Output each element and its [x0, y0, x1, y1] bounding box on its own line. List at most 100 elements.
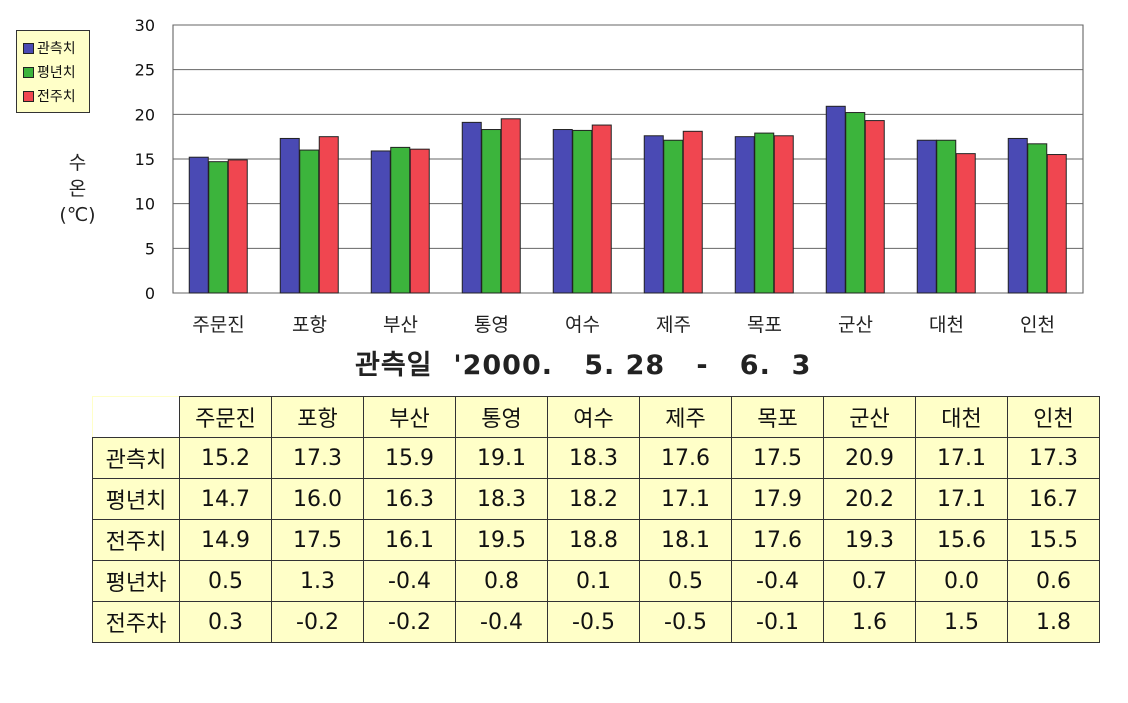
- y-tick-label: 15: [135, 150, 155, 169]
- bar-chart: 0 5 10 15 20 25 30 주문진 포항 부산 통영 여수 제주 목포 군산 대천 인천: [135, 16, 1084, 336]
- x-category-label: 포항: [292, 314, 327, 336]
- table-cell: 0.7: [823, 560, 916, 602]
- table-cell: 15.9: [363, 437, 456, 479]
- y-tick-label: 20: [135, 105, 155, 124]
- bar: [370, 150, 391, 294]
- table-cell: 15.5: [1007, 519, 1100, 561]
- x-category-label: 여수: [565, 314, 600, 336]
- bar: [682, 130, 703, 294]
- table-body: 관측치 15.2 17.3 15.9 19.1 18.3 17.6 17.5 20.9 17.1 1…: [92, 437, 1100, 643]
- bar: [188, 156, 209, 294]
- table-row: 전주치 14.9 17.5 16.1 19.5 18.8 18.1 17.6 19.3 15.6 1…: [92, 519, 1100, 561]
- table-cell: 16.7: [1007, 478, 1100, 520]
- bar: [845, 112, 866, 294]
- table-cell: 19.5: [455, 519, 548, 561]
- table-cell: 0.1: [547, 560, 640, 602]
- column-header: 통영: [455, 396, 548, 438]
- row-header: 평년차: [92, 560, 180, 602]
- table-cell: 0.6: [1007, 560, 1100, 602]
- table-cell: -0.5: [547, 601, 640, 643]
- column-header: 포항: [271, 396, 364, 438]
- table-cell: 1.6: [823, 601, 916, 643]
- row-header: 전주치: [92, 519, 180, 561]
- table-header-row: 주문진 포항 부산 통영 여수 제주 목포 군산 대천 인천: [92, 396, 1100, 438]
- table-cell: -0.4: [731, 560, 824, 602]
- bar: [318, 136, 339, 294]
- table-row: 관측치 15.2 17.3 15.9 19.1 18.3 17.6 17.5 20.9 17.1 1…: [92, 437, 1100, 479]
- y-tick-label: 30: [135, 16, 155, 35]
- bar: [552, 129, 573, 294]
- table-cell: 17.3: [1007, 437, 1100, 479]
- table-cell: 0.8: [455, 560, 548, 602]
- table-cell: 17.6: [639, 437, 732, 479]
- x-category-label: 주문진: [192, 314, 244, 336]
- column-header: 제주: [639, 396, 732, 438]
- y-tick-label: 0: [145, 284, 155, 303]
- table-row: 전주차 0.3 -0.2 -0.2 -0.4 -0.5 -0.5 -0.1 1.6 1.5 1.8: [92, 601, 1100, 643]
- column-header: 주문진: [179, 396, 272, 438]
- bar: [572, 129, 593, 294]
- table-cell: 16.3: [363, 478, 456, 520]
- legend-label: 전주치: [37, 89, 76, 105]
- table-cell: 18.8: [547, 519, 640, 561]
- bar: [1027, 143, 1048, 294]
- legend-item: 전주치: [23, 84, 89, 108]
- bar: [825, 105, 846, 294]
- legend-swatch-prev-week: [23, 90, 34, 102]
- y-axis-label-line: (℃): [59, 204, 96, 226]
- x-category-label: 인천: [1020, 314, 1055, 336]
- column-header: 부산: [363, 396, 456, 438]
- bar: [643, 135, 664, 294]
- table-cell: -0.2: [363, 601, 456, 643]
- row-header: 관측치: [92, 437, 180, 479]
- table-cell: -0.2: [271, 601, 364, 643]
- table-cell: 19.3: [823, 519, 916, 561]
- x-category-label: 군산: [838, 314, 873, 336]
- table-cell: 16.1: [363, 519, 456, 561]
- legend-item: 관측치: [23, 36, 89, 60]
- x-category-label: 통영: [474, 314, 509, 336]
- bar: [864, 120, 885, 294]
- table-cell: 17.1: [915, 437, 1008, 479]
- table-cell: 17.1: [639, 478, 732, 520]
- table-cell: 1.3: [271, 560, 364, 602]
- table-cell: 0.5: [179, 560, 272, 602]
- column-header: 군산: [823, 396, 916, 438]
- table-cell: 17.3: [271, 437, 364, 479]
- legend-label: 평년치: [37, 65, 76, 81]
- table-cell: 14.7: [179, 478, 272, 520]
- bar: [955, 153, 976, 294]
- x-category-label: 대천: [929, 314, 964, 336]
- table-cell: 0.5: [639, 560, 732, 602]
- table-cell: 17.5: [271, 519, 364, 561]
- table-cell: 17.9: [731, 478, 824, 520]
- table-cell: -0.4: [455, 601, 548, 643]
- bar: [500, 118, 521, 294]
- bar: [279, 137, 300, 294]
- bar: [663, 139, 684, 294]
- table-cell: 20.2: [823, 478, 916, 520]
- legend-label: 관측치: [37, 41, 76, 57]
- table-row: 평년차 0.5 1.3 -0.4 0.8 0.1 0.5 -0.4 0.7 0.0 0.6: [92, 560, 1100, 602]
- bar: [227, 159, 248, 294]
- row-header: 전주차: [92, 601, 180, 643]
- table-corner: [92, 396, 180, 438]
- table-cell: -0.1: [731, 601, 824, 643]
- y-tick-label: 25: [135, 61, 155, 80]
- column-header: 인천: [1007, 396, 1100, 438]
- x-category-label: 부산: [383, 314, 418, 336]
- table-cell: 17.5: [731, 437, 824, 479]
- data-table: 주문진 포항 부산 통영 여수 제주 목포 군산 대천 인천 관측치 15.2 17…: [92, 396, 1100, 643]
- y-axis-label: 수 온 (℃): [50, 150, 105, 228]
- bar: [916, 139, 937, 294]
- table-cell: -0.4: [363, 560, 456, 602]
- table-cell: 20.9: [823, 437, 916, 479]
- table-cell: 16.0: [271, 478, 364, 520]
- bar: [461, 121, 482, 294]
- table-cell: 18.2: [547, 478, 640, 520]
- table-cell: 18.3: [455, 478, 548, 520]
- bar: [773, 135, 794, 294]
- table-cell: 14.9: [179, 519, 272, 561]
- column-header: 대천: [915, 396, 1008, 438]
- y-tick-label: 10: [135, 195, 155, 214]
